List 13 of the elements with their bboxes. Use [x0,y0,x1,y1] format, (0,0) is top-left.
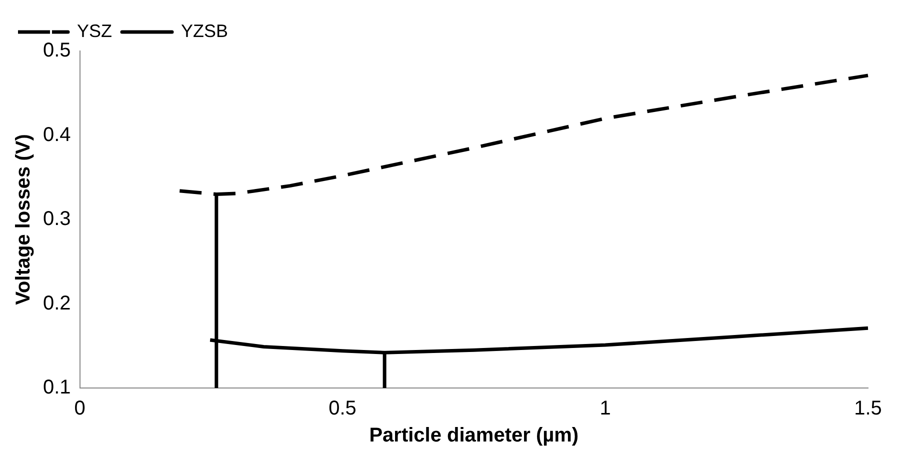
y-axis-title: Voltage losses (V) [12,134,35,305]
y-tick-label: 0.5 [42,40,71,62]
y-tick-label: 0.1 [42,376,71,399]
x-tick-label: 0 [74,398,86,420]
y-tick-label: 0.2 [42,292,71,314]
legend-label: YSZ [77,20,112,41]
y-tick-label: 0.3 [42,208,71,230]
x-axis-title: Particle diameter (µm) [369,424,579,447]
x-tick-label: 0.5 [328,398,356,420]
x-tick-label: 1.5 [854,398,882,420]
y-tick-label: 0.4 [42,124,71,146]
x-tick-label: 1 [600,398,611,420]
legend-label: YZSB [181,20,228,41]
